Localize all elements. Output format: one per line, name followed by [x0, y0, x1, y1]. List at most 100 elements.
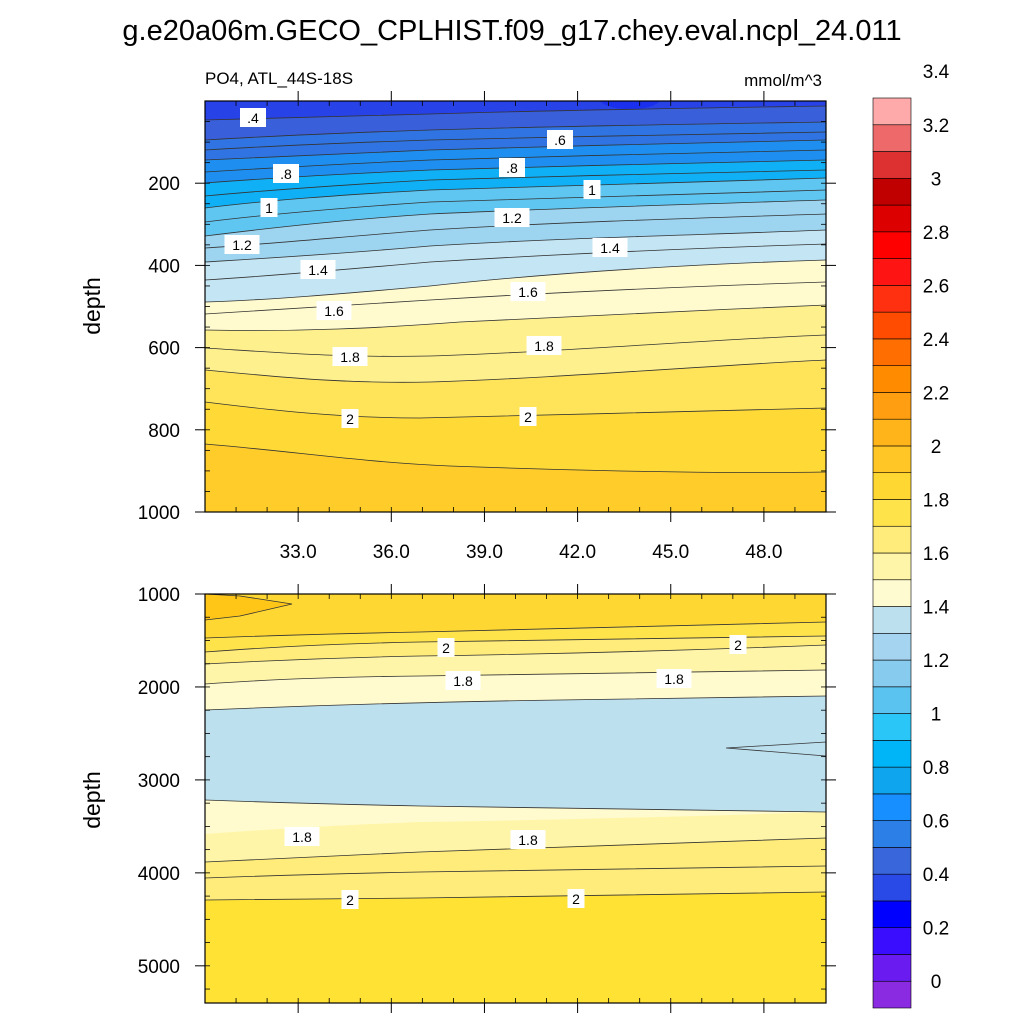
lower-y-axis-label: depth — [79, 771, 105, 829]
colorbar-label: 3.2 — [923, 116, 949, 137]
contour-label: 1.2 — [502, 210, 522, 226]
colorbar-label: 2.2 — [923, 383, 949, 404]
colorbar-swatch — [872, 204, 912, 233]
contour-label-bg — [567, 889, 585, 908]
x-tick-label: 36.0 — [373, 542, 410, 563]
y-tick-label: 800 — [148, 421, 180, 442]
colorbar-swatch — [872, 285, 912, 313]
lower-x-axis — [204, 584, 827, 1013]
colorbar-swatch — [872, 766, 912, 795]
colorbar-swatch — [872, 311, 912, 340]
contour-label-bg — [240, 108, 266, 127]
lower-filled-contours — [205, 594, 826, 1003]
colorbar-swatch — [872, 793, 912, 821]
x-tick-label: 39.0 — [466, 542, 503, 563]
colorbar-swatch — [872, 954, 912, 982]
contour-label-bg — [341, 890, 359, 909]
contour-label: 1.8 — [453, 673, 473, 689]
colorbar-label: 2.6 — [923, 276, 949, 297]
lower-contour-labels: 2 2 1.8 1.8 1.8 1.8 2 2 — [284, 635, 747, 909]
contour-label: .4 — [247, 110, 259, 126]
contour-label: 1 — [588, 182, 596, 198]
colorbar-swatch — [872, 445, 912, 474]
colorbar-swatch — [872, 231, 912, 259]
contour-label: 1.4 — [308, 262, 328, 278]
contour-label: 2 — [572, 891, 580, 907]
colorbar-label: 0.8 — [923, 758, 949, 779]
lower-panel: 2 2 1.8 1.8 1.8 1.8 2 2 1000 2000 3000 4000 5000 de… — [79, 584, 836, 1013]
contour-label: 1.6 — [518, 284, 538, 300]
contour-label: 1.8 — [292, 829, 312, 845]
y-tick-label: 600 — [148, 339, 180, 360]
contour-label-bg — [437, 638, 455, 657]
colorbar-swatch — [872, 927, 912, 955]
y-tick-label: 1000 — [138, 585, 180, 606]
colorbar: 0 0.2 0.4 0.6 0.8 1 1.2 1.4 1.6 1.8 2 2.2 2.4 2.6 2.8 3… — [872, 62, 950, 1009]
contour-label: 1.8 — [664, 671, 684, 687]
contour-label: .8 — [280, 166, 292, 182]
contour-label: 1.2 — [232, 237, 252, 253]
colorbar-swatch — [872, 338, 912, 366]
colorbar-label: 1.8 — [923, 490, 949, 511]
contour-label: 1.6 — [324, 303, 344, 319]
colorbar-swatch — [872, 686, 912, 714]
colorbar-swatch — [872, 151, 912, 179]
contour-label: 2 — [442, 640, 450, 656]
contour-label-bg — [445, 671, 481, 690]
y-tick-label: 200 — [148, 174, 180, 195]
colorbar-label: 2.4 — [923, 330, 950, 351]
colorbar-swatch — [872, 873, 912, 902]
contour-label: 2 — [346, 411, 354, 427]
y-tick-label: 4000 — [138, 864, 180, 885]
contour-label: 1.4 — [600, 240, 620, 256]
lower-y-axis: 1000 2000 3000 4000 5000 — [138, 585, 836, 990]
subtitle-units: mmol/m^3 — [744, 71, 822, 90]
contour-label: 2 — [734, 637, 742, 653]
contour-label: 1 — [265, 200, 273, 216]
contour-label: 2 — [524, 409, 532, 425]
colorbar-swatch — [872, 659, 912, 688]
x-tick-label: 45.0 — [652, 542, 689, 563]
colorbar-swatch — [872, 713, 912, 741]
contour-label-bg — [656, 669, 692, 688]
upper-y-axis-label: depth — [79, 277, 105, 335]
contour-label-bg — [224, 235, 260, 254]
upper-panel: .4 .6 .8 .8 1 1 1.2 1.2 1.4 1.4 1.6 1.6 1.8 1.8 2 2 33.… — [79, 91, 836, 563]
upper-contour-labels: .4 .6 .8 .8 1 1 1.2 1.2 1.4 1.4 1.6 1.6 1.8 1.8 2 2 — [224, 108, 628, 428]
x-tick-label: 48.0 — [745, 542, 782, 563]
contour-label: 1.8 — [518, 832, 538, 848]
colorbar-label: 1.4 — [923, 598, 950, 619]
colorbar-swatch — [872, 606, 912, 634]
contour-label-bg — [510, 282, 546, 301]
contour-label-bg — [260, 198, 278, 217]
contour-label-bg — [729, 635, 747, 654]
subtitle-variable: PO4, ATL_44S-18S — [205, 69, 353, 88]
contour-label: 1.8 — [340, 349, 360, 365]
contour-label-bg — [316, 301, 352, 320]
contour-label-bg — [341, 409, 359, 428]
upper-y-axis: 200 400 600 800 1000 — [138, 100, 836, 524]
y-tick-label: 400 — [148, 256, 180, 277]
colorbar-swatch — [872, 579, 912, 607]
colorbar-swatch — [872, 365, 912, 393]
colorbar-label: 0.4 — [923, 865, 950, 886]
colorbar-swatch — [872, 258, 912, 286]
upper-x-axis: 33.0 36.0 39.0 42.0 45.0 48.0 — [204, 91, 827, 563]
colorbar-swatch — [872, 632, 912, 661]
x-tick-label: 42.0 — [559, 542, 596, 563]
contour-label-bg — [494, 208, 530, 227]
y-tick-label: 2000 — [138, 678, 180, 699]
contour-label-bg — [300, 260, 336, 279]
colorbar-label: 0.6 — [923, 812, 949, 833]
contour-label: .6 — [554, 132, 566, 148]
upper-filled-contours — [205, 101, 826, 512]
contour-label-bg — [273, 164, 299, 183]
y-tick-label: 5000 — [138, 957, 180, 978]
colorbar-swatch — [872, 552, 912, 581]
colorbar-swatch — [872, 472, 912, 500]
colorbar-label: 3 — [931, 169, 942, 190]
contour-label-bg — [499, 158, 525, 177]
colorbar-swatch — [872, 499, 912, 527]
colorbar-swatch — [872, 847, 912, 875]
y-tick-label: 1000 — [138, 503, 180, 524]
